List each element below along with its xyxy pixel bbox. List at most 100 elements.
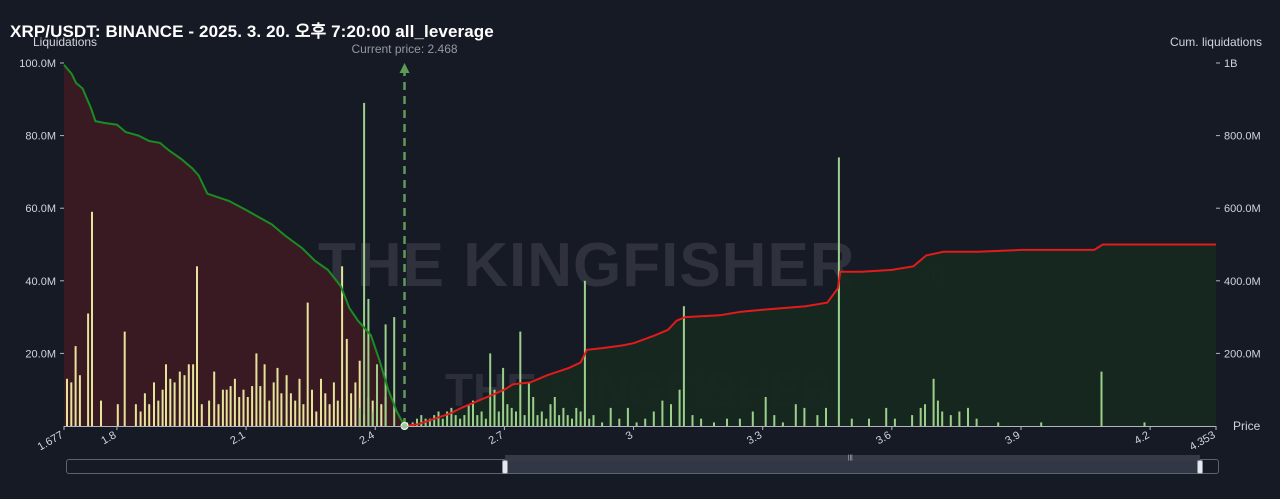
short-liquidation-bar <box>626 407 629 426</box>
long-liquidation-bar <box>87 313 90 426</box>
long-liquidation-bar <box>350 393 353 426</box>
short-liquidation-bar <box>911 415 914 426</box>
short-liquidation-bar <box>932 378 935 426</box>
short-liquidation-bar <box>738 418 741 426</box>
short-liquidation-bar <box>540 411 543 426</box>
short-liquidation-bar <box>428 418 431 426</box>
x-tick-label: 3.6 <box>874 429 893 447</box>
short-liquidation-bar <box>803 407 806 426</box>
long-liquidation-bar <box>354 382 357 426</box>
long-liquidation-bar <box>178 371 181 426</box>
short-liquidation-bar <box>816 415 819 426</box>
short-liquidation-bar <box>700 418 703 426</box>
x-tick-label: 3.3 <box>745 429 764 447</box>
short-liquidation-bar <box>949 415 952 426</box>
long-liquidation-bar <box>187 364 190 426</box>
y2-tick-label: 600.0M <box>1224 203 1261 215</box>
long-liquidation-bar <box>208 400 211 426</box>
y-tick-label: 20.0M <box>25 348 56 360</box>
current-price-label: Current price: 2.468 <box>351 42 457 56</box>
long-liquidation-bar <box>336 400 339 426</box>
long-liquidation-bar <box>324 393 327 426</box>
short-liquidation-bar <box>363 102 366 427</box>
short-liquidation-bar <box>472 400 474 426</box>
y2-tick-label: 400.0M <box>1224 276 1261 288</box>
short-liquidation-bar <box>450 407 453 426</box>
long-liquidation-bar <box>358 360 361 426</box>
y-axis-right-title: Cum. liquidations <box>1169 35 1262 49</box>
short-liquidation-bar <box>936 400 939 426</box>
long-liquidation-bar <box>233 378 236 426</box>
short-liquidation-bar <box>773 415 776 426</box>
short-liquidation-bar <box>601 422 604 426</box>
short-liquidation-bar <box>893 418 896 426</box>
short-liquidation-bar <box>553 397 556 426</box>
short-liquidation-bar <box>489 353 492 426</box>
long-liquidation-bar <box>315 411 318 426</box>
long-liquidation-bar <box>70 382 73 426</box>
long-liquidation-bar <box>380 404 383 426</box>
navigator-scrollbar[interactable] <box>505 455 1200 461</box>
short-liquidation-bar <box>433 415 436 426</box>
x-tick-label: 3 <box>624 429 635 442</box>
short-liquidation-bar <box>678 389 681 426</box>
long-liquidation-bar <box>280 393 283 426</box>
x-tick-label: 2.4 <box>357 429 376 447</box>
short-liquidation-bar <box>713 422 715 426</box>
navigator-selected-range[interactable] <box>505 460 1200 473</box>
short-liquidation-bar <box>454 415 457 426</box>
short-liquidation-bar <box>571 418 573 426</box>
short-liquidation-bar <box>562 407 565 426</box>
long-liquidation-bar <box>139 411 142 426</box>
long-liquidation-bar <box>143 393 146 426</box>
short-liquidation-bar <box>441 418 444 426</box>
short-liquidation-bar <box>691 415 694 426</box>
long-liquidation-bar <box>157 400 160 426</box>
short-liquidation-bar <box>941 411 944 426</box>
range-navigator[interactable]: ||| <box>66 455 1219 475</box>
short-liquidation-bar <box>515 411 517 426</box>
long-liquidation-bar <box>217 404 220 426</box>
long-liquidation-bar <box>328 404 331 426</box>
short-liquidation-bar <box>726 418 728 426</box>
long-liquidation-bar <box>183 375 186 426</box>
navigator-left-handle[interactable] <box>502 460 508 474</box>
cum-short-area <box>404 244 1216 426</box>
chart-title: XRP/USDT: BINANCE - 2025. 3. 20. 오후 7:20… <box>10 22 494 41</box>
long-liquidation-bar <box>306 302 309 426</box>
short-liquidation-bar <box>510 407 513 426</box>
long-liquidation-bar <box>332 382 335 426</box>
short-liquidation-bar <box>794 404 797 426</box>
cum-short-line <box>404 243 1216 427</box>
short-liquidation-bar <box>885 407 888 426</box>
navigator-right-handle[interactable] <box>1197 460 1203 474</box>
short-liquidation-bar <box>837 157 840 426</box>
long-liquidation-bar <box>246 397 249 426</box>
short-liquidation-bar <box>393 317 396 426</box>
short-liquidation-bar <box>958 411 961 426</box>
short-liquidation-bar <box>506 404 509 426</box>
long-liquidation-bar <box>196 266 198 426</box>
short-liquidation-bar <box>476 415 479 426</box>
short-liquidation-bar <box>527 382 530 426</box>
long-liquidation-bar <box>165 364 167 426</box>
x-tick-label: 2.1 <box>228 429 247 447</box>
short-liquidation-bar <box>566 415 569 426</box>
y2-tick-label: 1B <box>1224 58 1237 70</box>
y2-tick-label: 200.0M <box>1224 348 1261 360</box>
short-liquidation-bar <box>751 411 754 426</box>
short-liquidation-bar <box>919 407 922 426</box>
short-liquidation-bar <box>358 407 361 426</box>
current-price-arrow-icon <box>399 63 410 73</box>
short-liquidation-bar <box>1040 422 1043 426</box>
short-liquidation-bar <box>420 415 423 426</box>
navigator-grip-icon[interactable]: ||| <box>848 455 853 461</box>
y-tick-label: 100.0M <box>19 58 56 70</box>
short-liquidation-bar <box>446 411 449 426</box>
short-liquidation-bar <box>532 397 535 426</box>
long-liquidation-bar <box>169 378 172 426</box>
short-liquidation-bar <box>484 418 487 426</box>
long-liquidation-bar <box>259 386 262 426</box>
short-liquidation-bar <box>781 422 784 426</box>
short-liquidation-bar <box>536 415 539 426</box>
